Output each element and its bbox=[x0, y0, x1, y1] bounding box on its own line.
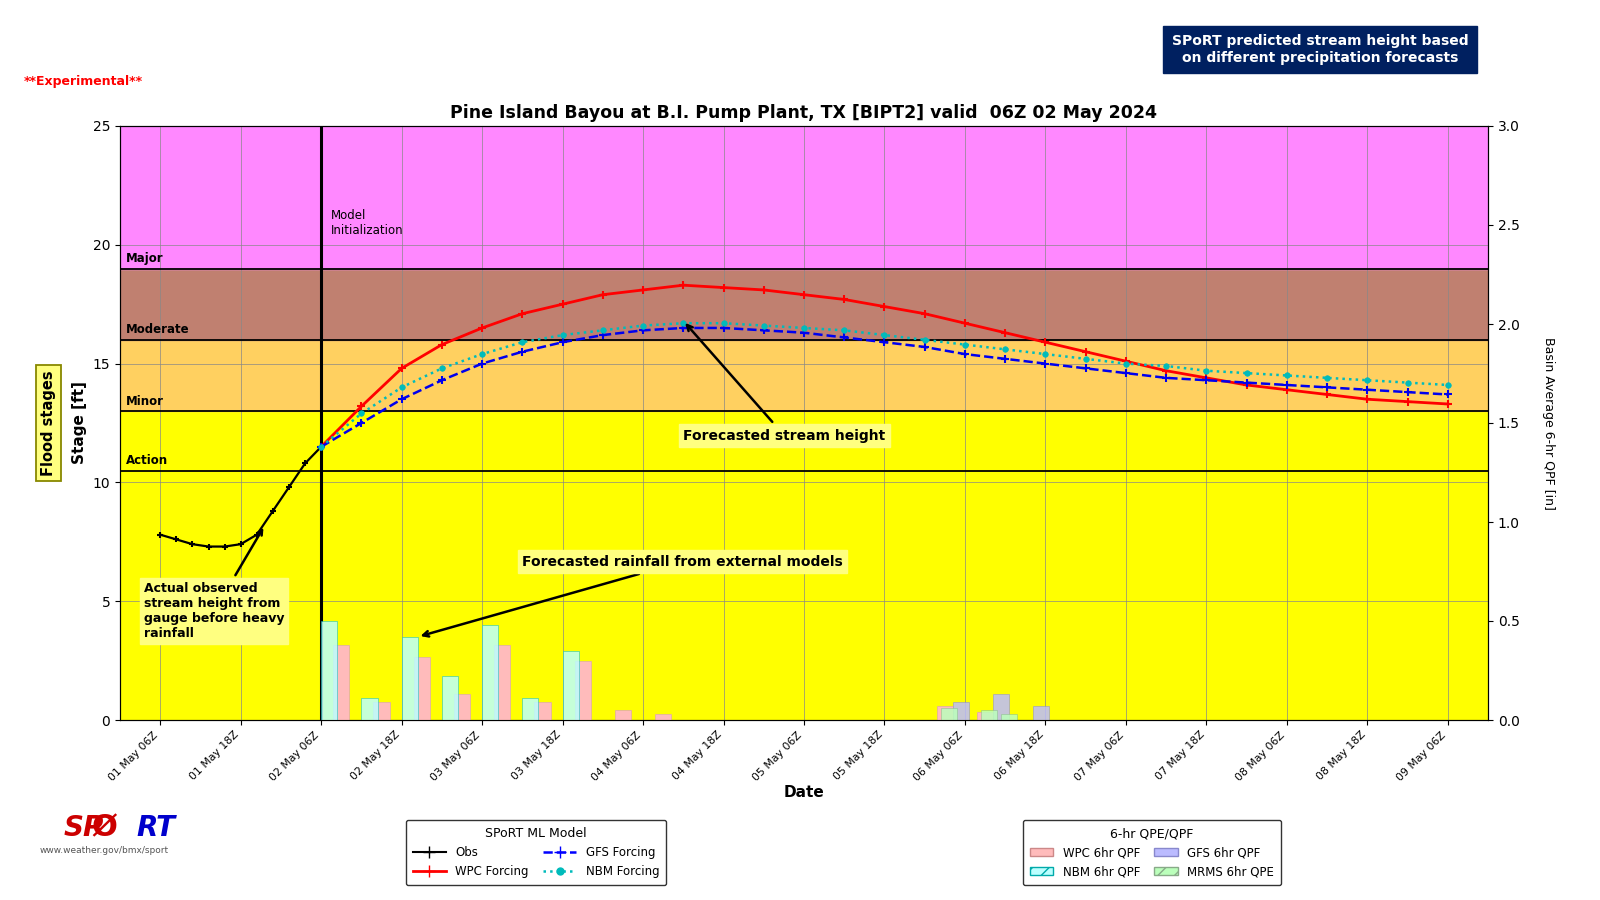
Title: Pine Island Bayou at B.I. Pump Plant, TX [BIPT2] valid  06Z 02 May 2024: Pine Island Bayou at B.I. Pump Plant, TX… bbox=[451, 104, 1157, 122]
Bar bbox=[954, 702, 970, 720]
Legend: WPC 6hr QPF, NBM 6hr QPF, GFS 6hr QPF, MRMS 6hr QPE: WPC 6hr QPF, NBM 6hr QPF, GFS 6hr QPF, M… bbox=[1022, 820, 1282, 885]
Legend: Obs, WPC Forcing, GFS Forcing, NBM Forcing: Obs, WPC Forcing, GFS Forcing, NBM Forci… bbox=[406, 820, 666, 885]
Bar bbox=[322, 621, 338, 720]
Text: Action: Action bbox=[125, 454, 168, 467]
Text: Model
Initialization: Model Initialization bbox=[331, 209, 403, 238]
Text: SPoRT predicted stream height based
on different precipitation forecasts: SPoRT predicted stream height based on d… bbox=[1171, 34, 1469, 65]
Bar bbox=[454, 694, 470, 720]
Bar bbox=[120, 340, 1488, 411]
Bar bbox=[654, 714, 672, 720]
Text: Actual observed
stream height from
gauge before heavy
rainfall: Actual observed stream height from gauge… bbox=[144, 530, 285, 640]
X-axis label: Date: Date bbox=[784, 786, 824, 800]
Bar bbox=[614, 710, 630, 720]
Bar bbox=[362, 698, 378, 720]
Bar bbox=[402, 637, 418, 720]
Bar bbox=[494, 644, 510, 720]
Text: Minor: Minor bbox=[125, 394, 163, 408]
Bar bbox=[941, 708, 957, 720]
Bar bbox=[1034, 706, 1050, 720]
Bar bbox=[994, 694, 1010, 720]
Text: RT: RT bbox=[136, 814, 174, 842]
Bar bbox=[482, 625, 498, 720]
Bar bbox=[120, 471, 1488, 720]
Bar bbox=[120, 411, 1488, 471]
Bar bbox=[981, 710, 997, 720]
Text: Flood stages: Flood stages bbox=[42, 370, 56, 476]
Bar bbox=[574, 661, 590, 720]
Bar bbox=[373, 702, 389, 720]
Y-axis label: Stage [ft]: Stage [ft] bbox=[72, 382, 86, 464]
Bar bbox=[936, 706, 954, 720]
Text: SP: SP bbox=[64, 814, 104, 842]
Y-axis label: Basin Average 6-hr QPF [in]: Basin Average 6-hr QPF [in] bbox=[1542, 337, 1555, 509]
Text: Major: Major bbox=[125, 252, 163, 265]
Text: Forecasted rainfall from external models: Forecasted rainfall from external models bbox=[422, 554, 843, 636]
Bar bbox=[978, 712, 994, 720]
Bar bbox=[1002, 714, 1018, 720]
Bar bbox=[120, 268, 1488, 340]
Bar bbox=[442, 677, 458, 720]
Bar bbox=[414, 657, 430, 720]
Text: Ø: Ø bbox=[91, 814, 117, 842]
Bar bbox=[563, 651, 579, 720]
Bar bbox=[534, 702, 550, 720]
Text: **Experimental**: **Experimental** bbox=[24, 76, 142, 88]
Text: Forecasted stream height: Forecasted stream height bbox=[683, 325, 885, 443]
Text: www.weather.gov/bmx/sport: www.weather.gov/bmx/sport bbox=[40, 846, 168, 855]
Text: Moderate: Moderate bbox=[125, 323, 189, 337]
Bar bbox=[333, 644, 349, 720]
Bar bbox=[522, 698, 539, 720]
Bar bbox=[120, 126, 1488, 268]
